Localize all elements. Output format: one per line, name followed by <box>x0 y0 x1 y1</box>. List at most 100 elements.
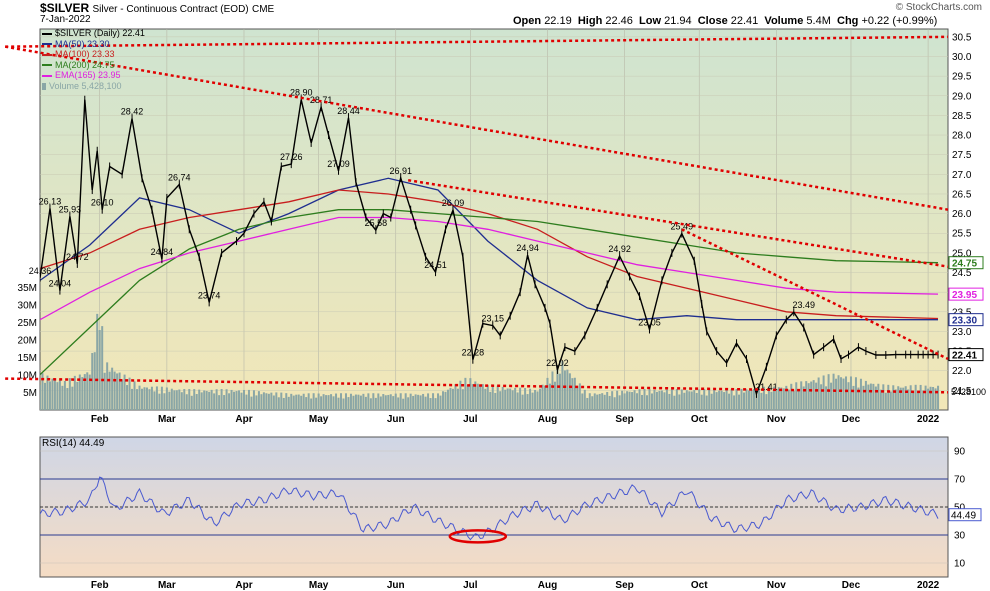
legend-swatch <box>42 82 46 90</box>
indicator-line-ema165 <box>40 216 939 321</box>
volume-bar <box>792 390 795 410</box>
volume-bar <box>481 384 484 410</box>
volume-bar <box>387 394 390 410</box>
volume-bar <box>658 390 661 410</box>
volume-bar <box>83 374 86 410</box>
volume-bar <box>402 398 405 410</box>
volume-bar <box>342 398 345 410</box>
volume-bar <box>412 395 415 410</box>
legend-item: MA(100) 23.33 <box>42 49 145 60</box>
volume-bar <box>519 387 522 410</box>
volume-bar <box>501 386 504 410</box>
volume-bar <box>163 393 166 410</box>
volume-bar <box>725 389 728 410</box>
volume-bar <box>454 384 457 410</box>
volume-bar <box>499 391 502 410</box>
last-volume-label: 5428100 <box>951 387 986 397</box>
volume-bar <box>849 376 852 410</box>
volume-bar <box>126 385 129 410</box>
volume-bar <box>290 393 293 410</box>
volume-bar <box>43 382 46 410</box>
volume-bar <box>576 386 579 410</box>
volume-bar <box>116 373 119 410</box>
volume-bar <box>670 389 673 410</box>
volume-bar <box>466 385 469 410</box>
volume-bar <box>780 387 783 410</box>
volume-bar <box>767 386 770 410</box>
volume-tick-label: 25M <box>18 318 37 329</box>
volume-bar <box>265 393 268 410</box>
volume-bar <box>272 395 275 410</box>
y-tick-label: 22.0 <box>952 366 972 377</box>
volume-bar <box>693 390 696 410</box>
rsi-title: RSI(14) 44.49 <box>42 438 105 449</box>
volume-bar <box>474 381 477 410</box>
y-tick-label: 30.0 <box>952 52 972 63</box>
volume-bar <box>548 383 551 410</box>
price-annotation: 28.42 <box>121 107 144 117</box>
volume-bar <box>225 389 228 410</box>
volume-bar <box>369 398 372 410</box>
volume-bar <box>73 375 76 410</box>
volume-bar <box>772 386 775 410</box>
volume-bar <box>140 388 143 410</box>
volume-bar <box>230 389 233 410</box>
volume-bar <box>782 388 785 410</box>
volume-bar <box>335 393 338 410</box>
volume-bar <box>160 386 163 410</box>
volume-bar <box>897 386 900 410</box>
volume-bar <box>690 391 693 410</box>
volume-bar <box>514 387 517 410</box>
volume-bar <box>718 390 721 410</box>
legend-label: MA(200) 24.75 <box>55 59 115 70</box>
legend-label: EMA(165) 23.95 <box>55 70 121 80</box>
volume-bar <box>108 371 111 410</box>
y-tick-label: 27.0 <box>952 170 972 181</box>
volume-bar <box>136 389 139 410</box>
volume-bar <box>419 395 422 410</box>
volume-bar <box>432 393 435 410</box>
volume-bar <box>61 385 64 410</box>
x-tick-label: Sep <box>615 414 633 425</box>
chart-subtitle: Silver - Continuous Contract (EOD) <box>92 4 249 15</box>
volume-bar <box>683 392 686 410</box>
volume-bar <box>760 392 763 410</box>
volume-bar <box>399 393 402 410</box>
volume-bar <box>76 381 79 410</box>
volume-bar <box>247 389 250 410</box>
price-annotation: 28.90 <box>290 88 313 98</box>
volume-bar <box>845 376 848 410</box>
volume-bar <box>641 394 644 410</box>
volume-bar <box>198 389 201 410</box>
volume-bar <box>280 392 283 410</box>
x-tick-label: May <box>309 414 329 425</box>
volume-bar <box>728 393 731 410</box>
volume-bar <box>131 388 134 410</box>
price-annotation: 25.93 <box>59 204 82 214</box>
volume-bar <box>305 397 308 410</box>
volume-bar <box>932 386 935 410</box>
volume-bar <box>867 384 870 410</box>
volume-bar <box>364 396 367 410</box>
volume-bar <box>48 381 51 410</box>
last-value-box <box>948 313 984 327</box>
volume-bar <box>827 374 830 410</box>
volume-tick-label: 30M <box>18 301 37 312</box>
volume-bar <box>446 389 449 410</box>
volume-tick-label: 35M <box>18 283 37 294</box>
volume-bar <box>745 389 748 410</box>
volume-bar <box>185 394 188 410</box>
volume-bar <box>215 389 218 410</box>
volume-bar <box>242 389 245 410</box>
y-tick-label: 23.0 <box>952 327 972 338</box>
volume-bar <box>765 394 768 410</box>
volume-bar <box>591 396 594 410</box>
volume-bar <box>934 388 937 410</box>
volume-bar <box>678 394 681 410</box>
legend-label: $SILVER (Daily) 22.41 <box>55 28 145 38</box>
legend-item: EMA(165) 23.95 <box>42 70 145 81</box>
rsi-x-tick-label: Jun <box>387 580 405 591</box>
volume-bar <box>78 374 81 410</box>
volume-bar <box>175 390 178 410</box>
volume-bar <box>312 393 315 410</box>
